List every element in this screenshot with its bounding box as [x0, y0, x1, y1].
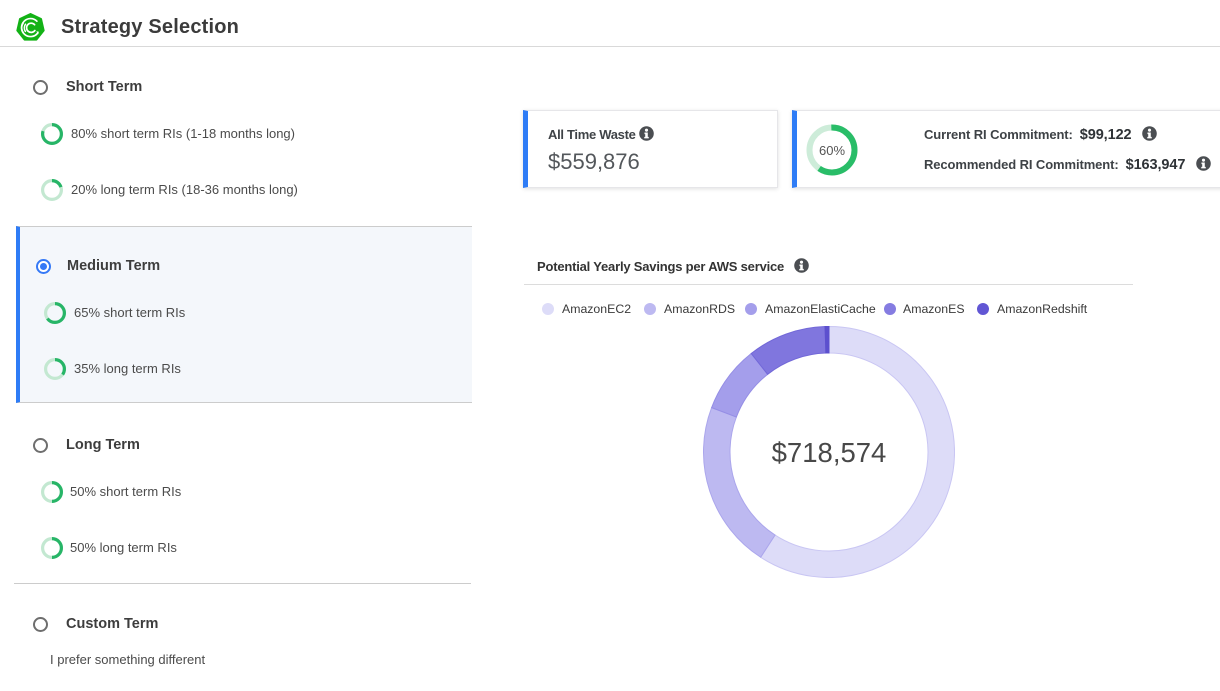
svg-text:60%: 60% — [819, 143, 845, 158]
